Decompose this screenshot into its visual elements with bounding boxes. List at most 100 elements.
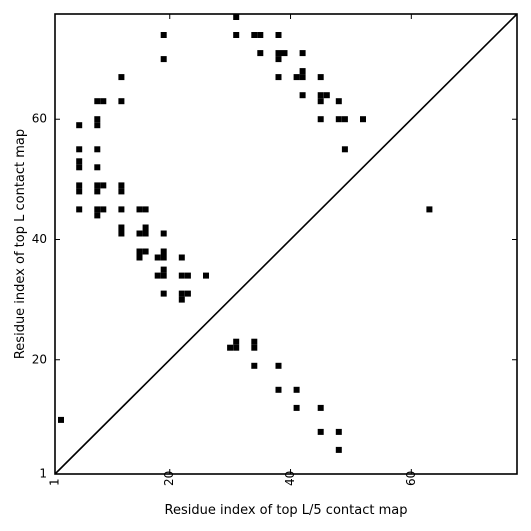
data-point	[94, 98, 101, 105]
data-point	[275, 32, 282, 38]
data-point	[100, 98, 107, 105]
data-point	[335, 428, 342, 435]
data-point	[317, 98, 324, 105]
data-point	[118, 182, 125, 189]
data-point	[233, 344, 240, 351]
data-point	[178, 254, 185, 261]
data-point	[251, 344, 258, 351]
x-tick-label: 20	[162, 471, 176, 486]
y-tick-label: 40	[32, 232, 47, 246]
data-point	[233, 14, 240, 20]
data-point	[178, 296, 185, 303]
data-point	[94, 146, 101, 153]
data-point	[317, 92, 324, 99]
data-point	[299, 50, 306, 57]
data-point	[118, 98, 125, 105]
data-point	[335, 98, 342, 105]
data-point	[335, 446, 342, 453]
y-axis-label: Residue index of top L contact map	[13, 129, 28, 359]
data-point	[160, 248, 167, 255]
data-point	[136, 206, 143, 213]
tick-labels: 1 20 40 60 1 20 40 60	[32, 112, 418, 486]
data-point	[100, 206, 107, 213]
data-point	[160, 266, 167, 273]
data-point	[335, 116, 342, 123]
x-tick-label: 40	[283, 471, 297, 486]
data-point	[227, 344, 234, 351]
data-point	[142, 230, 149, 237]
data-point	[136, 248, 143, 255]
data-point	[360, 116, 366, 123]
data-point	[76, 146, 83, 153]
x-tick-label: 60	[404, 471, 418, 486]
data-point	[293, 74, 300, 81]
data-point	[203, 272, 209, 279]
data-point	[118, 188, 125, 195]
data-point	[94, 212, 101, 219]
data-point	[76, 122, 83, 129]
data-point	[323, 92, 330, 99]
data-point	[299, 74, 306, 81]
data-point	[100, 182, 107, 189]
data-point	[94, 182, 101, 189]
data-point	[184, 272, 191, 279]
data-point	[275, 362, 282, 369]
data-point	[76, 158, 83, 165]
data-point	[293, 404, 300, 411]
data-point	[160, 230, 167, 237]
data-point	[76, 188, 83, 195]
data-point	[160, 272, 167, 279]
data-point	[251, 32, 258, 38]
data-point	[275, 50, 282, 57]
data-point	[118, 206, 125, 213]
data-point	[154, 272, 161, 279]
data-point	[251, 362, 258, 369]
data-point	[233, 338, 240, 345]
data-point	[281, 50, 288, 57]
data-point	[293, 386, 300, 393]
data-point	[160, 290, 167, 297]
data-point	[341, 146, 348, 153]
data-point	[136, 230, 143, 237]
data-point	[233, 32, 240, 38]
data-point	[94, 116, 101, 123]
data-point	[257, 50, 264, 57]
data-point	[160, 56, 167, 63]
data-point	[317, 428, 324, 435]
data-point	[118, 230, 125, 237]
data-point	[160, 254, 167, 261]
data-point	[94, 164, 101, 171]
y-tick-label: 60	[32, 112, 47, 126]
data-point	[299, 92, 306, 99]
data-point	[275, 386, 282, 393]
x-axis-label: Residue index of top L/5 contact map	[165, 503, 408, 518]
y-tick-label: 20	[32, 352, 47, 366]
plot-frame	[54, 13, 518, 475]
data-point	[94, 188, 101, 195]
data-point	[317, 74, 324, 81]
data-point	[178, 272, 185, 279]
data-point	[118, 224, 125, 231]
data-point	[257, 32, 264, 38]
y-tick-label: 1	[39, 467, 47, 481]
data-point	[251, 338, 258, 345]
data-point	[299, 68, 306, 75]
data-point	[142, 206, 149, 213]
data-point	[275, 56, 282, 63]
data-point	[275, 74, 282, 81]
data-point	[142, 224, 149, 231]
data-point	[178, 290, 185, 297]
data-point	[317, 404, 324, 411]
data-point	[76, 164, 83, 171]
data-point	[76, 206, 83, 213]
data-point	[341, 116, 348, 123]
data-point	[76, 182, 83, 189]
data-point	[426, 206, 433, 213]
data-point	[142, 248, 149, 255]
data-point	[184, 290, 191, 297]
data-point	[317, 116, 324, 123]
data-points	[58, 14, 433, 453]
x-tick-label: 1	[48, 478, 62, 486]
data-point	[136, 254, 143, 261]
